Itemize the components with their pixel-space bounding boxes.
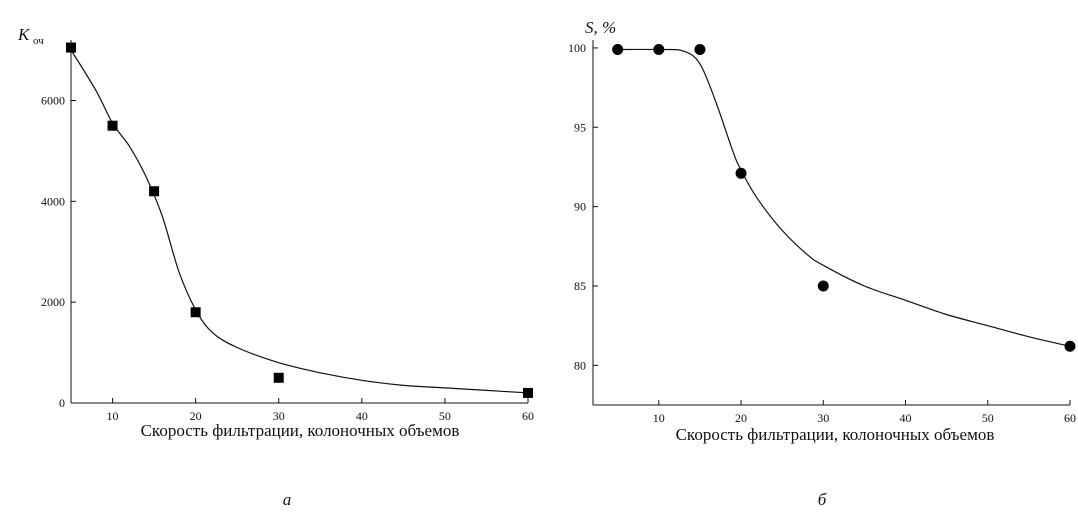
- data-point-1: [66, 42, 76, 53]
- data-point-6: [1064, 340, 1076, 352]
- x-tick-label: 40: [900, 411, 912, 425]
- x-tick-label: 60: [1064, 411, 1076, 425]
- y-axis-label-subscript: оч: [33, 35, 44, 47]
- data-point-5: [817, 280, 829, 292]
- data-point-6: [523, 387, 533, 398]
- fit-curve: [617, 48, 1071, 347]
- x-tick-label: 30: [817, 411, 829, 425]
- x-tick-label: 40: [356, 409, 368, 423]
- data-point-2: [653, 44, 665, 56]
- x-tick-label: 30: [273, 409, 285, 423]
- panel-label: б: [818, 490, 827, 509]
- fit-curve: [70, 49, 529, 394]
- panel-label: а: [283, 490, 292, 509]
- y-axis-label: K: [17, 25, 31, 44]
- x-tick-label: 50: [439, 409, 451, 423]
- x-axis-label: Скорость фильтрации, колоночных объемов: [676, 425, 995, 444]
- x-tick-label: 50: [982, 411, 994, 425]
- y-tick-label: 4000: [41, 194, 65, 208]
- y-tick-label: 85: [574, 279, 586, 293]
- y-tick-label: 100: [568, 41, 586, 55]
- y-tick-label: 80: [574, 358, 586, 372]
- x-tick-label: 20: [735, 411, 747, 425]
- y-tick-label: 2000: [41, 295, 65, 309]
- x-tick-label: 10: [653, 411, 665, 425]
- chart-panel-1: 10 20 30 40 50 60 0 2000 4000 6000 Скорость фильтр…: [17, 25, 534, 509]
- data-point-3: [149, 186, 160, 197]
- y-tick-label: 95: [574, 120, 586, 134]
- x-tick-label: 20: [190, 409, 202, 423]
- y-tick-label: 6000: [41, 94, 65, 108]
- y-tick-label: 90: [574, 200, 586, 214]
- data-point-4: [190, 307, 201, 318]
- data-point-5: [273, 372, 284, 383]
- x-tick-label: 10: [107, 409, 119, 423]
- chart-panel-2: 10 20 30 40 50 60 80 85 90 95 100 Скорость фильтрац…: [568, 18, 1076, 509]
- data-point-1: [612, 44, 624, 56]
- x-tick-label: 60: [522, 409, 534, 423]
- y-tick-label: 0: [59, 396, 65, 410]
- data-point-4: [735, 167, 747, 179]
- y-axis-label: S, %: [585, 18, 616, 37]
- x-axis-label: Скорость фильтрации, колоночных объемов: [141, 421, 460, 440]
- data-point-2: [107, 120, 118, 131]
- data-point-3: [694, 44, 706, 56]
